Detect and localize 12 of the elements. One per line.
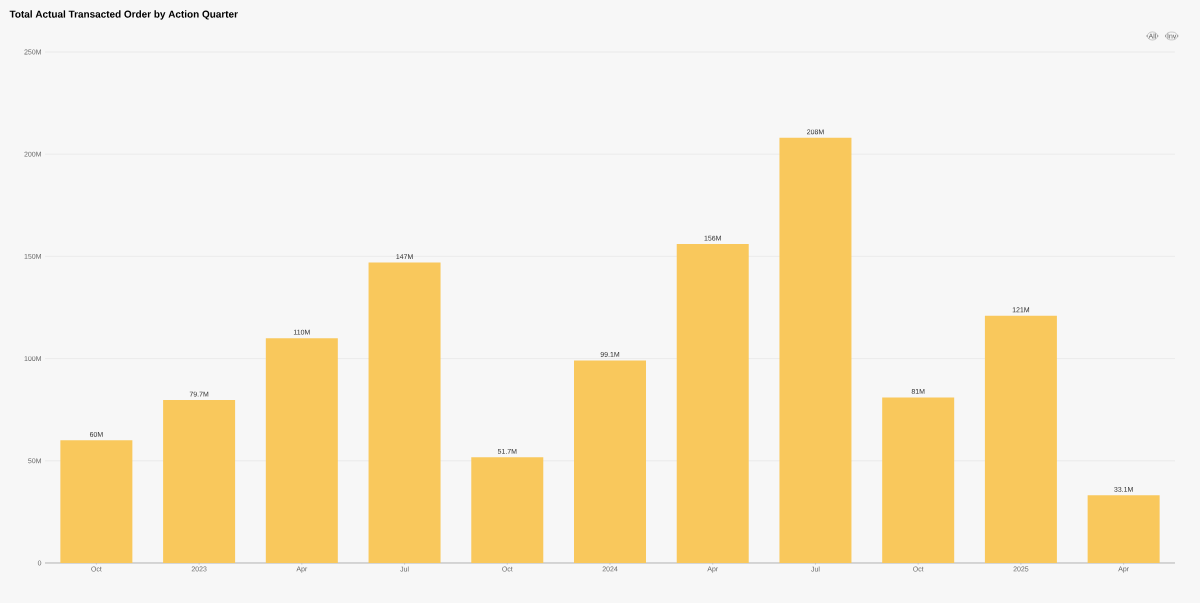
chart-title: Total Actual Transacted Order by Action Quarter (9, 10, 238, 20)
bar (1087, 495, 1160, 563)
bar (471, 457, 544, 563)
bar (574, 360, 646, 563)
bar (60, 440, 133, 563)
bar (368, 262, 441, 563)
bar (265, 338, 338, 563)
bar (676, 244, 749, 563)
bar (163, 400, 236, 563)
bar (779, 137, 852, 563)
bar (882, 397, 955, 563)
bar (984, 315, 1057, 563)
